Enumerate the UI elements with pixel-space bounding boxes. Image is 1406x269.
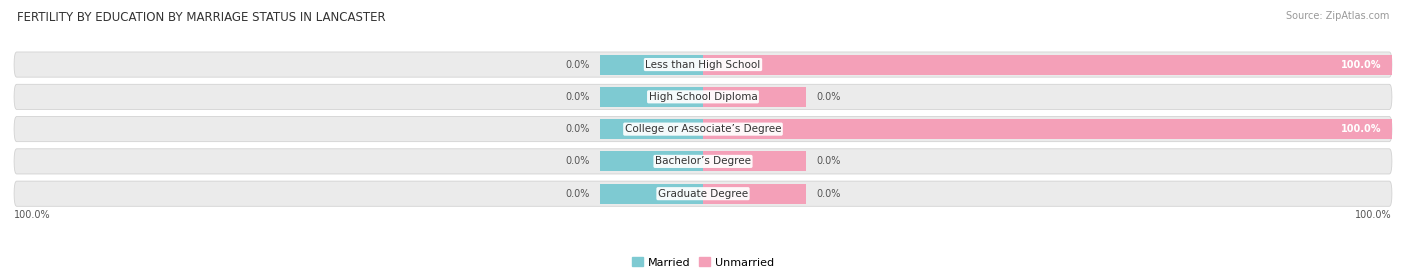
Bar [703, 151, 807, 171]
Text: College or Associate’s Degree: College or Associate’s Degree [624, 124, 782, 134]
FancyBboxPatch shape [14, 149, 1392, 174]
Text: High School Diploma: High School Diploma [648, 92, 758, 102]
Text: 0.0%: 0.0% [565, 189, 589, 199]
Bar [599, 87, 703, 107]
FancyBboxPatch shape [14, 52, 1392, 77]
Bar [703, 119, 1392, 139]
Bar [703, 87, 807, 107]
Bar [599, 151, 703, 171]
Text: 0.0%: 0.0% [565, 124, 589, 134]
Text: 100.0%: 100.0% [1341, 124, 1382, 134]
Text: 0.0%: 0.0% [565, 92, 589, 102]
Text: 100.0%: 100.0% [1355, 210, 1392, 220]
Bar [599, 184, 703, 204]
Bar [703, 184, 807, 204]
Text: 0.0%: 0.0% [565, 156, 589, 167]
Text: Graduate Degree: Graduate Degree [658, 189, 748, 199]
Bar [599, 119, 703, 139]
Text: 0.0%: 0.0% [817, 92, 841, 102]
Text: FERTILITY BY EDUCATION BY MARRIAGE STATUS IN LANCASTER: FERTILITY BY EDUCATION BY MARRIAGE STATU… [17, 11, 385, 24]
Text: 0.0%: 0.0% [565, 59, 589, 70]
Text: 0.0%: 0.0% [817, 156, 841, 167]
FancyBboxPatch shape [14, 84, 1392, 109]
FancyBboxPatch shape [14, 181, 1392, 206]
Text: 100.0%: 100.0% [14, 210, 51, 220]
Bar [703, 55, 1392, 75]
Text: 100.0%: 100.0% [1341, 59, 1382, 70]
Text: 0.0%: 0.0% [817, 189, 841, 199]
FancyBboxPatch shape [14, 116, 1392, 142]
Text: Source: ZipAtlas.com: Source: ZipAtlas.com [1285, 11, 1389, 21]
Text: Less than High School: Less than High School [645, 59, 761, 70]
Bar [599, 55, 703, 75]
Text: Bachelor’s Degree: Bachelor’s Degree [655, 156, 751, 167]
Legend: Married, Unmarried: Married, Unmarried [627, 253, 779, 269]
